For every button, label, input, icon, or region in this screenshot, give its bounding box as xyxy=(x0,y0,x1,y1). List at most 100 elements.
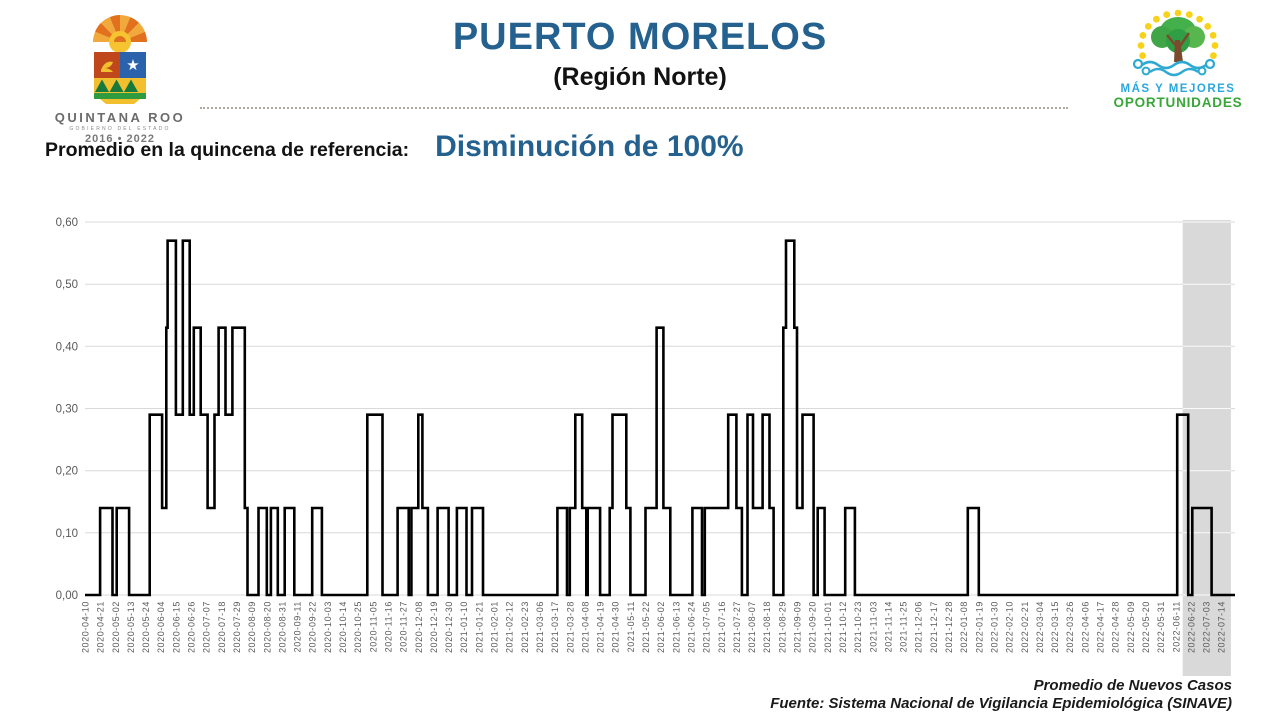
y-tick-label: 0,20 xyxy=(56,466,78,478)
y-tick-label: 0,50 xyxy=(56,279,78,291)
footer-caption: Promedio de Nuevos Casos xyxy=(1033,677,1232,694)
mas-y-mejores-label: MÁS Y MEJORES xyxy=(1120,83,1236,95)
x-tick-label: 2022-07-14 xyxy=(1217,601,1227,653)
x-tick-label: 2020-12-08 xyxy=(414,601,424,653)
x-tick-label: 2020-04-10 xyxy=(81,601,91,653)
x-tick-label: 2021-05-11 xyxy=(626,601,636,652)
x-tick-label: 2021-04-08 xyxy=(580,601,590,653)
x-tick-label: 2022-04-28 xyxy=(1111,601,1121,653)
x-tick-label: 2020-10-25 xyxy=(353,601,363,653)
x-tick-label: 2022-03-15 xyxy=(1050,601,1060,653)
x-tick-label: 2021-08-29 xyxy=(777,601,787,653)
x-tick-label: 2020-06-04 xyxy=(156,601,166,653)
x-tick-label: 2021-11-14 xyxy=(883,601,893,652)
x-tick-label: 2021-02-12 xyxy=(505,601,515,653)
x-tick-label: 2022-01-30 xyxy=(990,601,1000,653)
x-tick-label: 2022-06-11 xyxy=(1171,601,1181,652)
x-tick-label: 2020-08-31 xyxy=(277,601,287,653)
reference-period-highlight-band xyxy=(1182,220,1231,676)
x-tick-label: 2020-07-07 xyxy=(202,601,212,653)
x-tick-label: 2022-01-08 xyxy=(959,601,969,653)
x-tick-label: 2020-11-16 xyxy=(384,601,394,652)
header-dotted-divider xyxy=(200,107,1068,109)
x-tick-label: 2021-09-09 xyxy=(793,601,803,653)
x-tick-label: 2020-12-19 xyxy=(429,601,439,653)
x-tick-label: 2020-06-15 xyxy=(171,601,181,653)
x-tick-label: 2021-12-06 xyxy=(914,601,924,653)
x-tick-label: 2022-05-09 xyxy=(1126,601,1136,653)
x-tick-label: 2021-04-19 xyxy=(596,601,606,653)
quintana-roo-coat-of-arms-icon: ★ xyxy=(93,15,147,104)
y-tick-label: 0,30 xyxy=(56,404,78,416)
oportunidades-logo: MÁS Y MEJORES OPORTUNIDADES xyxy=(1098,2,1258,110)
page-title: PUERTO MORELOS xyxy=(452,16,828,58)
x-tick-label: 2020-04-21 xyxy=(96,601,106,653)
x-tick-label: 2021-07-05 xyxy=(702,601,712,653)
x-tick-label: 2021-08-18 xyxy=(762,601,772,653)
y-tick-label: 0,10 xyxy=(56,528,78,540)
x-tick-label: 2021-05-22 xyxy=(641,601,651,653)
x-tick-label: 2020-12-30 xyxy=(444,601,454,653)
x-tick-label: 2021-04-30 xyxy=(611,601,621,653)
y-tick-label: 0,40 xyxy=(56,341,78,353)
summary-strip: Promedio en la quincena de referencia: D… xyxy=(45,130,744,164)
x-tick-label: 2020-08-09 xyxy=(247,601,257,653)
x-tick-label: 2020-08-20 xyxy=(262,601,272,653)
x-tick-label: 2021-06-24 xyxy=(687,601,697,653)
x-tick-label: 2022-04-17 xyxy=(1096,601,1106,653)
x-tick-label: 2021-08-07 xyxy=(747,601,757,653)
oportunidades-label: OPORTUNIDADES xyxy=(1113,95,1243,110)
x-tick-label: 2021-01-21 xyxy=(474,601,484,653)
svg-text:★: ★ xyxy=(126,56,139,74)
x-tick-label: 2021-12-28 xyxy=(944,601,954,653)
average-new-cases-line xyxy=(85,239,1235,597)
x-tick-label: 2021-12-17 xyxy=(929,601,939,653)
x-tick-label: 2020-11-27 xyxy=(399,601,409,652)
y-tick-label: 0,00 xyxy=(56,590,78,602)
x-tick-label: 2022-05-31 xyxy=(1156,601,1166,653)
x-tick-label: 2020-07-18 xyxy=(217,601,227,653)
x-tick-label: 2020-09-11 xyxy=(293,601,303,652)
footer-source: Fuente: Sistema Nacional de Vigilancia E… xyxy=(770,695,1232,712)
x-tick-label: 2020-10-14 xyxy=(338,601,348,653)
x-tick-label: 2022-06-22 xyxy=(1186,601,1196,653)
x-tick-label: 2022-04-06 xyxy=(1080,601,1090,653)
quintana-roo-wordmark: QUINTANA ROO xyxy=(54,110,186,125)
x-tick-label: 2021-10-12 xyxy=(838,601,848,653)
x-tick-label: 2021-09-20 xyxy=(808,601,818,653)
x-tick-label: 2022-01-19 xyxy=(974,601,984,653)
x-tick-label: 2021-02-23 xyxy=(520,601,530,653)
x-tick-label: 2021-11-25 xyxy=(899,601,909,652)
x-tick-label: 2020-11-05 xyxy=(368,601,378,652)
new-cases-step-chart: 0,00 0,10 0,20 0,30 0,40 0,50 0,60 2020-04-10 20… xyxy=(56,217,1235,676)
x-tick-label: 2022-03-26 xyxy=(1065,601,1075,653)
x-tick-label: 2021-01-10 xyxy=(459,601,469,653)
x-tick-label: 2022-02-10 xyxy=(1005,601,1015,653)
x-tick-label: 2021-10-01 xyxy=(823,601,833,653)
tree-waves-icon xyxy=(1132,9,1219,77)
x-tick-label: 2022-05-20 xyxy=(1141,601,1151,653)
x-tick-label: 2021-06-13 xyxy=(671,601,681,653)
x-tick-label: 2020-05-13 xyxy=(126,601,136,653)
gobierno-del-estado-label: GOBIERNO DEL ESTADO xyxy=(69,126,171,132)
chart-area: 0,00 0,10 0,20 0,30 0,40 0,50 0,60 2020-04-10 20… xyxy=(0,190,1280,690)
x-tick-label: 2020-07-29 xyxy=(232,601,242,653)
x-tick-label: 2021-03-17 xyxy=(550,601,560,653)
x-tick-label: 2020-10-03 xyxy=(323,601,333,653)
x-tick-label: 2020-09-22 xyxy=(308,601,318,653)
x-tick-label: 2022-03-04 xyxy=(1035,601,1045,653)
page-subtitle-region: (Región Norte) xyxy=(553,63,727,91)
x-tick-label: 2022-02-21 xyxy=(1020,601,1030,653)
x-tick-label: 2021-07-16 xyxy=(717,601,727,653)
x-tick-label: 2021-03-06 xyxy=(535,601,545,653)
x-tick-label: 2020-06-26 xyxy=(187,601,197,653)
summary-value: Disminución de 100% xyxy=(435,130,744,163)
x-tick-label: 2020-05-02 xyxy=(111,601,121,653)
logo-years-label: 2016 • 2022 xyxy=(85,133,155,145)
x-tick-label: 2020-05-24 xyxy=(141,601,151,653)
x-tick-label: 2022-07-03 xyxy=(1202,601,1212,653)
quintana-roo-logo: ★ QUINTANA ROO GOBIERNO DEL ESTADO 2016 … xyxy=(30,6,210,145)
x-tick-label: 2021-06-02 xyxy=(656,601,666,653)
x-tick-label: 2021-02-01 xyxy=(490,601,500,653)
